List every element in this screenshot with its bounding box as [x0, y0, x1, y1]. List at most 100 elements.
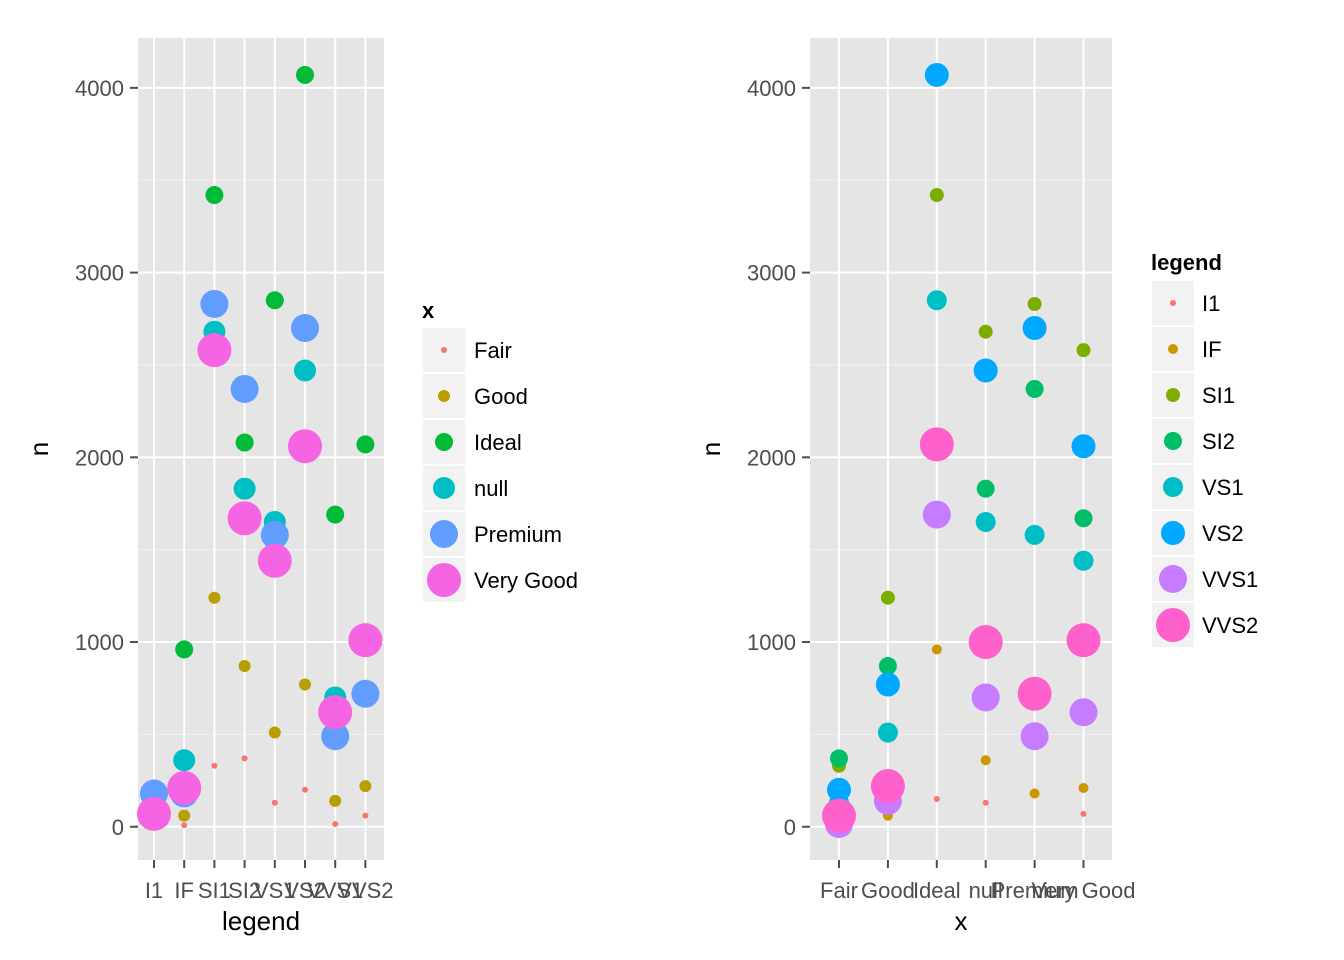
data-point	[978, 324, 993, 339]
data-point	[294, 359, 316, 382]
y-tick-label: 2000	[75, 445, 124, 470]
x-tick-label: IF	[174, 878, 194, 903]
data-point	[167, 770, 202, 805]
data-point	[137, 796, 171, 831]
data-point	[926, 290, 947, 311]
x-tick-label: SI1	[198, 878, 231, 903]
x-tick-label: Fair	[820, 878, 858, 903]
legend-label: SI1	[1202, 383, 1235, 408]
legend-key-symbol	[1168, 344, 1178, 354]
data-point	[260, 520, 289, 549]
data-point	[1073, 550, 1094, 571]
data-point	[230, 374, 259, 403]
data-point	[968, 625, 1003, 660]
data-point	[257, 543, 292, 578]
x-tick-label: VS1	[254, 878, 296, 903]
data-point	[933, 796, 940, 803]
legend-label: VVS2	[1202, 613, 1258, 638]
x-tick-label: Premium	[991, 878, 1079, 903]
data-point	[268, 726, 281, 739]
data-point	[1076, 343, 1091, 358]
data-point	[288, 429, 322, 464]
data-point	[348, 623, 383, 658]
data-point	[880, 590, 895, 605]
data-point	[1071, 434, 1096, 459]
chart-panel-1: 0 1000 2000 3000 4000 I1 IF SI1SI2VS1VS2VVS1VVS…	[24, 38, 578, 936]
legend-key-symbol	[1156, 608, 1190, 642]
data-point	[878, 657, 897, 676]
x-tick-label: SI2	[228, 878, 261, 903]
data-point	[241, 755, 248, 762]
data-point	[302, 786, 308, 793]
data-point	[173, 749, 196, 772]
legend-label: Fair	[474, 338, 512, 363]
legend-key-symbol	[1164, 432, 1182, 450]
data-point	[227, 501, 262, 536]
data-point	[351, 679, 380, 708]
legend-label: Premium	[474, 522, 562, 547]
data-point	[1066, 623, 1101, 658]
x-tick-label: Ideal	[913, 878, 961, 903]
data-point	[1022, 316, 1047, 341]
data-point	[181, 822, 188, 829]
legend-key-symbol	[1159, 565, 1187, 593]
legend-label: Very Good	[474, 568, 578, 593]
y-tick-label: 4000	[75, 76, 124, 101]
data-point	[332, 820, 339, 827]
data-point	[205, 186, 224, 205]
data-point	[931, 644, 942, 655]
legend-label: VS1	[1202, 475, 1244, 500]
data-point	[975, 511, 996, 532]
legend-key-symbol	[438, 390, 450, 402]
legend-label: IF	[1202, 337, 1222, 362]
y-tick-label: 0	[112, 815, 124, 840]
data-point	[982, 799, 989, 806]
data-point	[271, 799, 278, 806]
x-tick-label: null	[969, 878, 1003, 903]
legend: legend I1 IF SI1 SI2 VS1 VS2 VVS1 VVS2	[1151, 250, 1258, 647]
data-point	[1020, 722, 1049, 751]
legend-label: null	[474, 476, 508, 501]
data-point	[326, 505, 345, 524]
data-point	[208, 591, 221, 604]
data-point	[919, 427, 954, 462]
data-point	[1080, 810, 1087, 817]
data-point	[875, 672, 900, 697]
data-point	[233, 477, 256, 500]
x-tick-label: I1	[145, 878, 163, 903]
data-point	[976, 479, 995, 498]
y-tick-label: 4000	[747, 76, 796, 101]
data-point	[329, 794, 342, 807]
legend-label: I1	[1202, 291, 1220, 316]
legend-title: x	[422, 298, 435, 323]
legend-key-symbol	[435, 433, 453, 451]
data-point	[929, 188, 944, 203]
data-point	[827, 777, 851, 802]
data-point	[980, 755, 991, 766]
data-point	[1069, 698, 1098, 727]
data-point	[175, 640, 194, 659]
legend-key-symbol	[433, 477, 455, 499]
x-tick-label: Very Good	[1032, 878, 1136, 903]
legend-label: VS2	[1202, 521, 1244, 546]
legend-label: VVS1	[1202, 567, 1258, 592]
data-point	[356, 435, 375, 454]
x-tick-label: VS2	[284, 878, 326, 903]
data-point	[1027, 296, 1042, 311]
data-point	[299, 678, 311, 691]
data-point	[922, 500, 951, 529]
data-point	[1024, 524, 1045, 545]
legend-key-symbol	[441, 347, 447, 353]
data-point	[197, 333, 232, 368]
legend-key-symbol	[430, 520, 458, 548]
x-axis-title: x	[955, 906, 968, 936]
legend-key-symbol	[427, 563, 461, 597]
x-axis-title: legend	[222, 906, 300, 936]
y-tick-label: 3000	[747, 261, 796, 286]
data-point	[971, 683, 1000, 712]
data-point	[830, 749, 848, 768]
plot-background	[810, 38, 1112, 860]
data-point	[238, 660, 251, 673]
